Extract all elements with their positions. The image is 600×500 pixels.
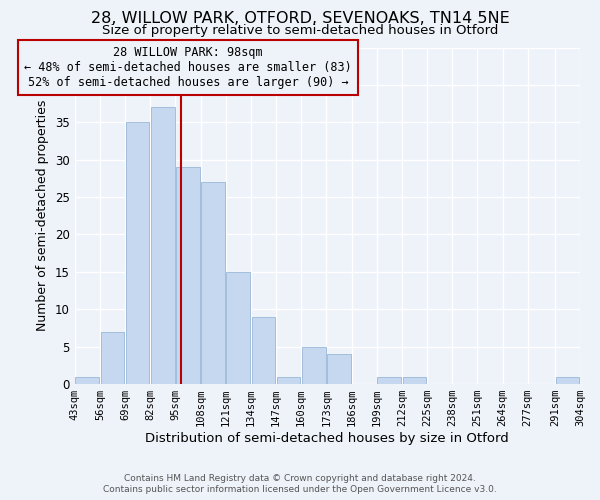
Bar <box>76 376 99 384</box>
Bar <box>151 108 175 384</box>
Bar <box>377 376 401 384</box>
Bar <box>302 346 326 384</box>
Bar <box>327 354 351 384</box>
Bar <box>251 317 275 384</box>
Bar <box>403 376 426 384</box>
Bar <box>176 167 200 384</box>
Bar <box>226 272 250 384</box>
Text: Size of property relative to semi-detached houses in Otford: Size of property relative to semi-detach… <box>102 24 498 37</box>
Y-axis label: Number of semi-detached properties: Number of semi-detached properties <box>37 100 49 332</box>
Bar <box>101 332 124 384</box>
Bar <box>556 376 579 384</box>
Text: 28 WILLOW PARK: 98sqm
← 48% of semi-detached houses are smaller (83)
52% of semi: 28 WILLOW PARK: 98sqm ← 48% of semi-deta… <box>24 46 352 89</box>
Text: Contains HM Land Registry data © Crown copyright and database right 2024.
Contai: Contains HM Land Registry data © Crown c… <box>103 474 497 494</box>
Bar <box>277 376 301 384</box>
Bar <box>126 122 149 384</box>
X-axis label: Distribution of semi-detached houses by size in Otford: Distribution of semi-detached houses by … <box>145 432 509 445</box>
Bar <box>201 182 225 384</box>
Text: 28, WILLOW PARK, OTFORD, SEVENOAKS, TN14 5NE: 28, WILLOW PARK, OTFORD, SEVENOAKS, TN14… <box>91 11 509 26</box>
